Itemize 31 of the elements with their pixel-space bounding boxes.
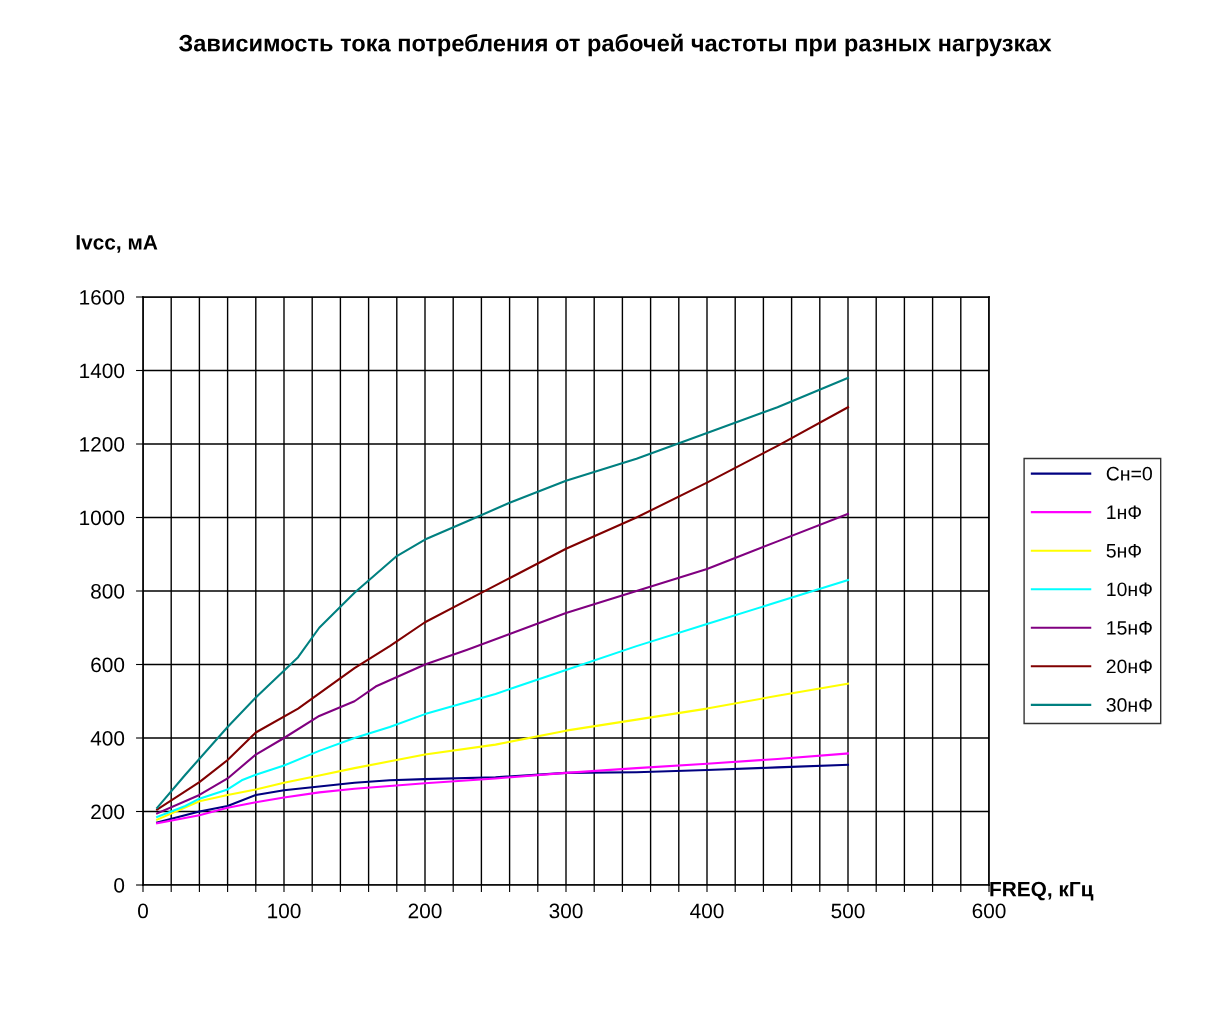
x-tick-label: 100	[268, 903, 301, 919]
y-tick-label: 1000	[80, 510, 125, 526]
y-tick-label: 1400	[80, 363, 125, 379]
line-series	[156, 578, 850, 819]
x-tick-label: 300	[549, 903, 583, 919]
legend-label: 30нФ	[1106, 698, 1152, 712]
y-tick-label: 800	[91, 584, 125, 599]
x-tick-label: 600	[972, 903, 1006, 919]
line-series	[156, 752, 850, 825]
x-axis-title: FREQ, кГц	[990, 881, 1094, 901]
y-tick-label: 1200	[80, 437, 125, 452]
x-tick-label: 200	[408, 903, 442, 919]
line-series	[156, 682, 850, 821]
y-tick-label: 0	[114, 878, 125, 893]
legend-label: Cн=0	[1106, 466, 1152, 481]
y-tick-label: 400	[90, 731, 125, 746]
line-series	[156, 763, 850, 824]
x-tick-label: 400	[690, 903, 724, 919]
legend-label: 1нФ	[1107, 505, 1141, 520]
x-tick-label: 0	[138, 903, 148, 919]
legend-label: 10нФ	[1107, 582, 1152, 597]
legend-label: 20нФ	[1106, 659, 1152, 674]
legend-label: 15нФ	[1107, 621, 1152, 635]
y-tick-label: 200	[91, 804, 125, 820]
x-tick-label: 500	[831, 903, 865, 919]
line-series	[156, 512, 850, 815]
y-tick-label: 1600	[80, 290, 125, 305]
y-axis-title: Ivcc, мА	[76, 235, 158, 253]
chart-title: Зависимость тока потребления от рабочей частоты при разных нагрузках	[178, 33, 1052, 57]
y-tick-label: 600	[91, 657, 125, 673]
legend-label: 5нФ	[1106, 544, 1141, 558]
